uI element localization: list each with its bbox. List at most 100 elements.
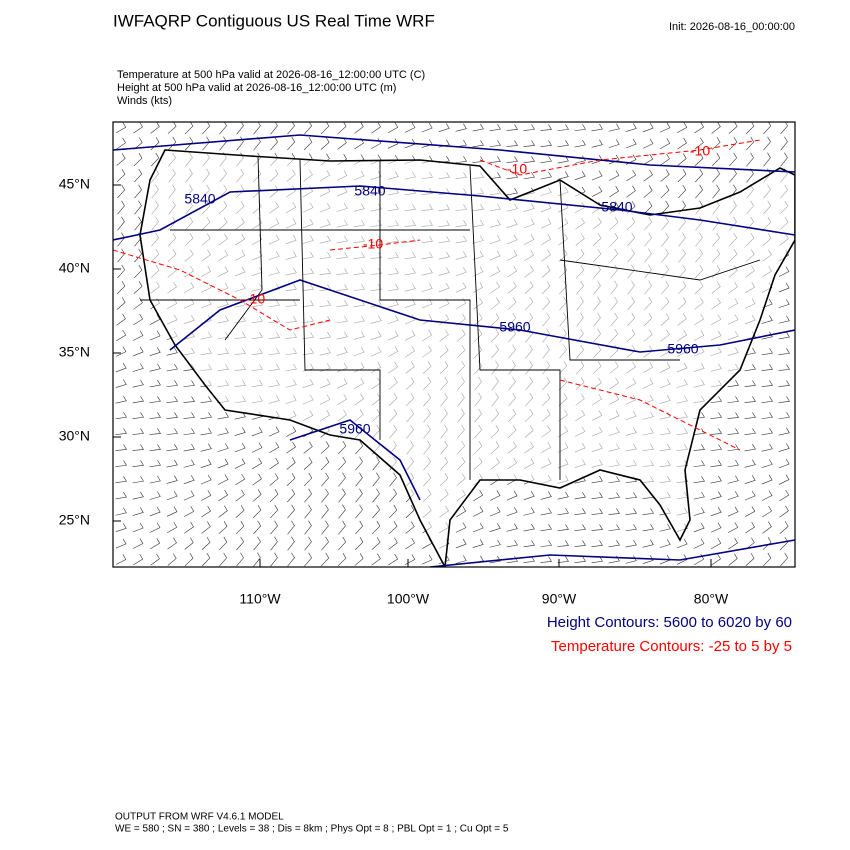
wind-barb	[472, 140, 484, 148]
wind-barb	[389, 488, 397, 503]
height-contour-label: 5960	[339, 421, 370, 437]
wind-barb	[727, 491, 739, 501]
wind-barb	[166, 475, 178, 484]
wind-barb	[116, 137, 126, 150]
wind-barb	[744, 380, 756, 387]
wind-barb	[320, 122, 330, 135]
wind-barb	[778, 474, 790, 485]
temperature-contour-label: -10	[690, 143, 710, 159]
wind-barb	[303, 472, 313, 487]
wind-barb	[489, 555, 501, 564]
wind-barb	[608, 492, 620, 499]
wind-barb	[727, 428, 739, 435]
wind-barb	[355, 472, 363, 487]
wind-barb	[591, 123, 603, 132]
wind-barb	[455, 522, 467, 533]
wind-barb	[166, 506, 178, 517]
wind-barb	[455, 156, 467, 164]
longitude-label: 80°W	[694, 591, 729, 607]
wind-barb	[149, 412, 161, 419]
wind-barb	[506, 507, 518, 517]
wind-barb	[540, 171, 552, 180]
wind-barb	[642, 508, 654, 516]
wind-barb	[780, 152, 788, 167]
wind-barb	[557, 540, 569, 547]
wind-barb	[438, 123, 450, 132]
wind-barb	[116, 169, 126, 183]
wind-barb	[660, 169, 670, 182]
wind-barb	[678, 184, 687, 199]
wind-barb	[234, 458, 246, 469]
wind-barb	[523, 556, 535, 563]
wind-barb	[115, 346, 127, 357]
wind-barb	[727, 506, 739, 517]
wind-barb	[116, 313, 126, 326]
wind-barb	[728, 122, 738, 134]
wind-barb	[710, 396, 722, 404]
wind-barb	[710, 491, 722, 500]
wind-barb	[472, 522, 484, 533]
wind-barb	[236, 136, 244, 151]
wind-barb	[217, 474, 229, 485]
wind-barb	[253, 552, 261, 567]
wind-barb	[489, 172, 501, 179]
wind-barb	[761, 396, 773, 403]
wind-barb	[219, 552, 227, 567]
wind-barb	[134, 200, 142, 215]
height-contour-label: 5840	[184, 191, 215, 207]
wind-barb	[270, 504, 279, 519]
wind-barb	[372, 456, 380, 471]
wind-barb	[115, 523, 127, 532]
wind-barb	[625, 508, 637, 515]
wind-barb	[746, 152, 754, 167]
wind-barb	[557, 491, 569, 500]
title: IWFAQRP Contiguous US Real Time WRF	[113, 11, 435, 30]
wind-barb	[167, 553, 177, 566]
wind-barb	[133, 122, 143, 134]
wind-barb	[727, 475, 739, 484]
temperature-contour-label: -10	[507, 161, 527, 177]
wind-barb	[778, 427, 790, 436]
wind-barb	[643, 200, 653, 215]
wind-barb	[744, 347, 756, 356]
wind-barb	[574, 491, 586, 500]
legend-height: Height Contours: 5600 to 6020 by 60	[547, 614, 792, 631]
wind-barb	[115, 362, 127, 373]
wind-barb	[677, 169, 687, 182]
wind-barb	[149, 314, 161, 325]
wind-barb	[269, 489, 279, 503]
wind-barb	[744, 364, 756, 372]
wind-barb	[745, 122, 755, 135]
wind-barb	[287, 536, 295, 551]
wind-barb	[200, 459, 212, 468]
wind-barb	[677, 137, 687, 150]
wind-barb	[523, 140, 535, 147]
wind-barb	[134, 248, 143, 263]
wind-barb	[746, 136, 755, 151]
wind-barb	[472, 539, 484, 548]
wind-barb	[270, 552, 278, 567]
wind-barb	[166, 490, 178, 501]
wind-barb	[149, 396, 161, 404]
wind-barb	[557, 171, 569, 180]
wind-barb	[761, 380, 773, 387]
wind-barb	[116, 153, 126, 166]
wind-barb	[574, 540, 586, 547]
wind-barb	[523, 540, 535, 548]
wind-barb	[115, 395, 127, 404]
wind-barb	[626, 169, 637, 182]
wind-barb	[574, 139, 586, 148]
wind-barb	[115, 554, 127, 565]
init-time: Init: 2026-08-16_00:00:00	[669, 21, 795, 33]
wind-barb	[608, 508, 620, 515]
wind-barb	[269, 473, 279, 486]
wind-barb	[149, 491, 161, 500]
wind-barb	[388, 537, 398, 550]
wind-barb	[304, 504, 312, 519]
wind-barb	[132, 412, 144, 419]
wind-barb	[150, 122, 160, 134]
wind-barb	[557, 556, 569, 563]
wind-barb	[608, 154, 620, 165]
wind-barb	[132, 522, 144, 533]
wind-barb	[763, 122, 772, 135]
